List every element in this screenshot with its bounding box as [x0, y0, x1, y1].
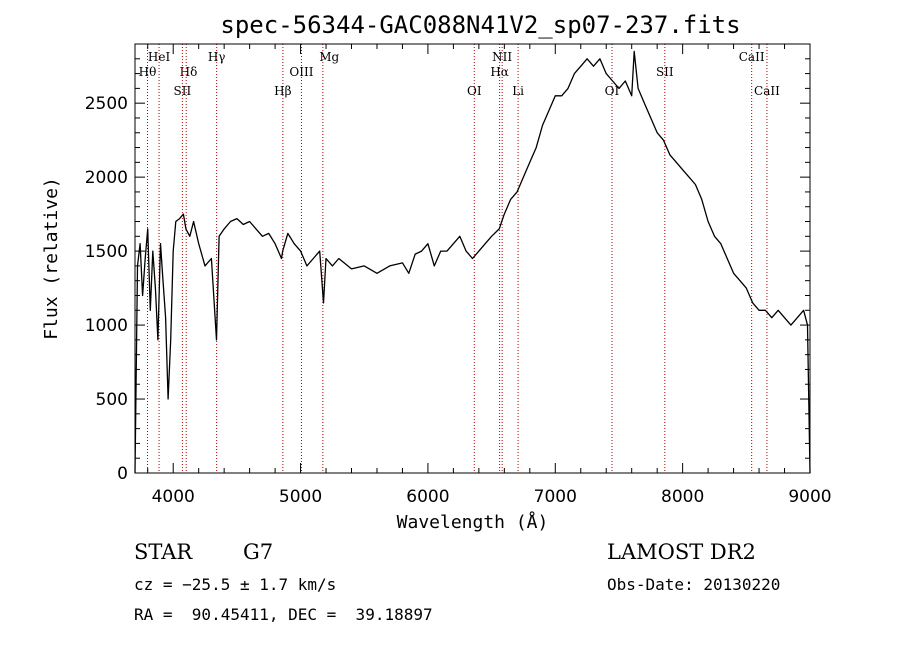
- feature-label: Mg: [319, 50, 339, 64]
- spectrum-line: [134, 50, 811, 474]
- redshift-velocity: cz = −25.5 ± 1.7 km/s: [134, 575, 337, 594]
- x-tick-label: 7000: [534, 487, 577, 507]
- feature-label: SII: [656, 65, 674, 79]
- feature-label: CaII: [739, 50, 765, 64]
- feature-label: Hδ: [180, 65, 198, 79]
- x-tick-label: 8000: [661, 487, 704, 507]
- feature-label: Hγ: [208, 50, 226, 64]
- y-tick-label: 0: [117, 464, 128, 484]
- y-tick-label: 2500: [85, 94, 128, 114]
- feature-label: Li: [512, 84, 524, 98]
- y-tick-label: 1500: [85, 242, 128, 262]
- x-axis-label: Wavelength (Å): [397, 511, 549, 533]
- survey-name: LAMOST DR2: [607, 540, 756, 564]
- chart-title: spec-56344-GAC088N41V2_sp07-237.fits: [220, 11, 740, 39]
- y-axis-label: Flux (relative): [41, 177, 62, 340]
- x-tick-label: 6000: [406, 487, 449, 507]
- x-tick-label: 4000: [152, 487, 195, 507]
- feature-label: OIII: [289, 65, 313, 79]
- feature-label: CaII: [754, 84, 780, 98]
- y-tick-label: 2000: [85, 168, 128, 188]
- feature-label: NII: [492, 50, 512, 64]
- feature-label: OI: [605, 84, 620, 98]
- feature-label: Hα: [490, 65, 509, 79]
- x-tick-label: 5000: [279, 487, 322, 507]
- feature-label: SII: [174, 84, 192, 98]
- feature-label: HeI: [148, 50, 171, 64]
- x-tick-label: 9000: [788, 487, 831, 507]
- plot-frame: [134, 43, 811, 474]
- y-tick-label: 500: [96, 390, 128, 410]
- feature-label: Hβ: [274, 84, 291, 98]
- observation-date: Obs-Date: 20130220: [607, 575, 781, 594]
- feature-label: OI: [467, 84, 482, 98]
- spectral-subclass: G7: [243, 540, 274, 564]
- object-class: STAR: [134, 540, 193, 564]
- feature-label: Hθ: [139, 65, 157, 79]
- y-tick-label: 1000: [85, 316, 128, 336]
- sky-coordinates: RA = 90.45411, DEC = 39.18897: [134, 605, 433, 624]
